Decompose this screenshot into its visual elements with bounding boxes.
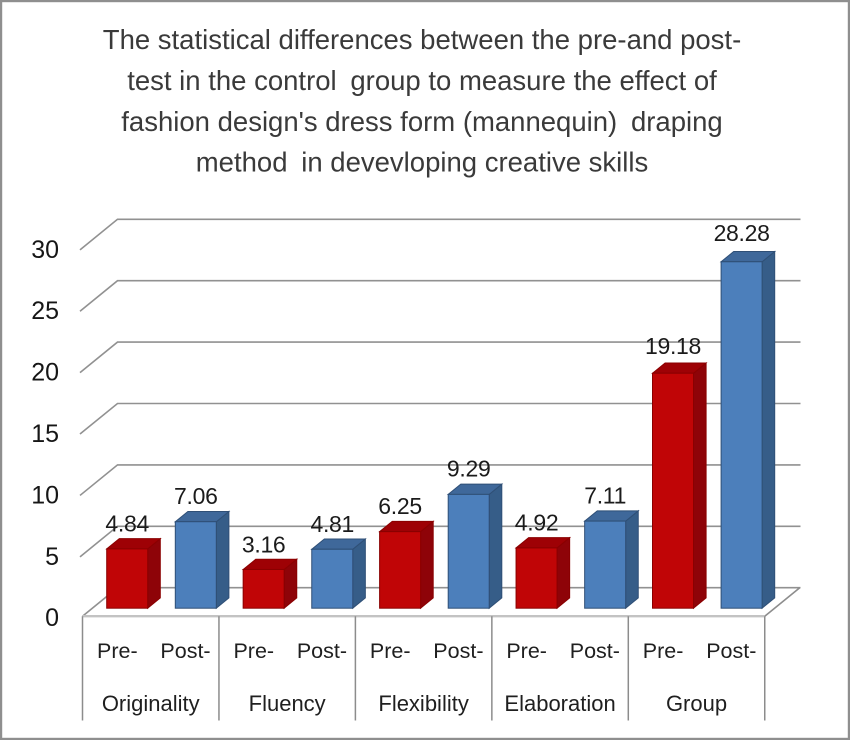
svg-text:3.16: 3.16 (242, 532, 286, 558)
svg-text:Flexibility: Flexibility (378, 691, 468, 716)
svg-text:5: 5 (45, 543, 59, 571)
svg-text:Post-: Post- (570, 639, 620, 663)
svg-text:25: 25 (31, 297, 59, 325)
svg-text:15: 15 (31, 420, 59, 448)
svg-text:6.25: 6.25 (378, 493, 422, 519)
svg-text:The statistical differences be: The statistical differences between the … (103, 24, 741, 55)
svg-text:Pre-: Pre- (97, 639, 138, 663)
svg-text:Post-: Post- (706, 639, 756, 663)
svg-text:10: 10 (31, 481, 59, 509)
svg-text:0: 0 (45, 604, 59, 632)
svg-text:test in the control group to m: test in the control group to measure the… (127, 65, 717, 96)
svg-text:Originality: Originality (102, 691, 200, 716)
svg-text:Post-: Post- (433, 639, 483, 663)
svg-text:Post-: Post- (160, 639, 210, 663)
svg-text:30: 30 (31, 236, 59, 264)
svg-text:28.28: 28.28 (714, 220, 770, 246)
svg-text:Pre-: Pre- (643, 639, 684, 663)
svg-text:Post-: Post- (297, 639, 347, 663)
svg-text:Pre-: Pre- (233, 639, 274, 663)
svg-text:fashion design's dress form (m: fashion design's dress form (mannequin) … (121, 106, 722, 137)
svg-text:Pre-: Pre- (370, 639, 411, 663)
svg-text:4.84: 4.84 (105, 511, 149, 537)
svg-text:7.11: 7.11 (584, 483, 626, 509)
svg-text:Pre-: Pre- (506, 639, 547, 663)
svg-text:7.06: 7.06 (174, 483, 218, 509)
svg-text:method in devevloping creative: method in devevloping creative skills (196, 147, 648, 178)
svg-text:20: 20 (31, 359, 59, 387)
svg-text:4.92: 4.92 (515, 510, 559, 536)
svg-text:Fluency: Fluency (249, 691, 326, 716)
svg-text:19.18: 19.18 (645, 333, 701, 359)
svg-text:Elaboration: Elaboration (504, 691, 615, 716)
svg-text:Group: Group (666, 691, 727, 716)
svg-text:9.29: 9.29 (447, 456, 491, 482)
svg-text:4.81: 4.81 (310, 511, 354, 537)
